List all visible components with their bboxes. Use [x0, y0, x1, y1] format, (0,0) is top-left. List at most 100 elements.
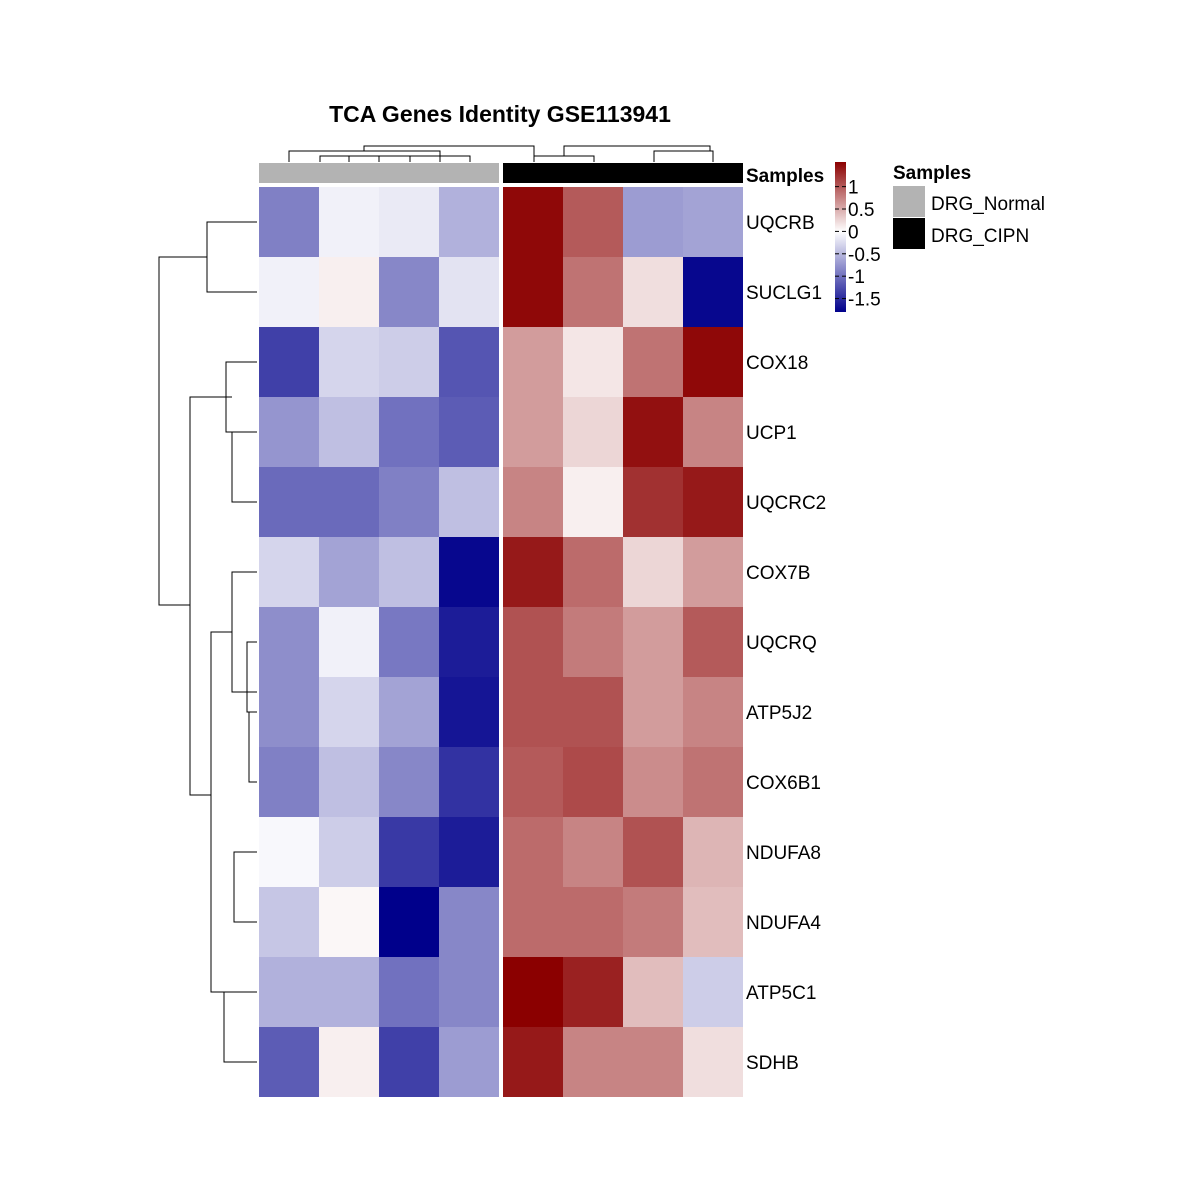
heatmap-cell: [439, 817, 499, 887]
heatmap-cell: [683, 747, 743, 817]
annotation-cell: [623, 163, 683, 183]
heatmap-cell: [259, 957, 319, 1027]
heatmap-cell: [319, 607, 379, 677]
heatmap-cell: [503, 607, 563, 677]
heatmap-cell: [683, 327, 743, 397]
heatmap-cell: [319, 327, 379, 397]
sample-annotation-bar: [259, 163, 743, 183]
heatmap-cell: [439, 327, 499, 397]
annotation-cell: [439, 163, 499, 183]
heatmap-cell: [319, 887, 379, 957]
heatmap-cell: [439, 747, 499, 817]
legend-label-drg-cipn: DRG_CIPN: [931, 226, 1029, 247]
color-scale-bar: [835, 162, 846, 312]
annotation-cell: [563, 163, 623, 183]
heatmap-cell: [379, 187, 439, 257]
heatmap-cell: [319, 537, 379, 607]
heatmap-cell: [439, 677, 499, 747]
color-scale-legend: 10.50-0.5-1-1.5: [835, 162, 881, 312]
heatmap-cell: [319, 957, 379, 1027]
heatmap-cell: [563, 467, 623, 537]
heatmap-cell: [319, 257, 379, 327]
heatmap-cell: [623, 887, 683, 957]
heatmap-cell: [259, 677, 319, 747]
heatmap-cell: [623, 397, 683, 467]
heatmap-cell: [563, 187, 623, 257]
heatmap-cell: [623, 607, 683, 677]
colorbar-tick-label: 1: [848, 178, 859, 199]
annotation-cell: [319, 163, 379, 183]
colorbar-tick-label: -0.5: [848, 245, 881, 266]
heatmap-cell: [623, 327, 683, 397]
heatmap-cell: [439, 957, 499, 1027]
heatmap-cell: [623, 537, 683, 607]
annotation-cell: [379, 163, 439, 183]
heatmap-cell: [259, 467, 319, 537]
heatmap-cell: [259, 1027, 319, 1097]
heatmap-cell: [379, 817, 439, 887]
heatmap-cell: [623, 257, 683, 327]
row-label: UQCRB: [746, 213, 815, 234]
heatmap-cell: [683, 397, 743, 467]
heatmap-cell: [439, 467, 499, 537]
heatmap-cell: [379, 327, 439, 397]
sample-legend: Samples DRG_Normal DRG_CIPN: [893, 163, 1045, 249]
heatmap-cell: [503, 257, 563, 327]
heatmap-cell: [439, 1027, 499, 1097]
colorbar-tick-label: -1.5: [848, 290, 881, 311]
heatmap-cell: [683, 887, 743, 957]
heatmap-cell: [563, 607, 623, 677]
heatmap-cell: [563, 1027, 623, 1097]
heatmap-cell: [379, 537, 439, 607]
heatmap-cell: [259, 537, 319, 607]
colorbar-tick-label: -1: [848, 267, 865, 288]
heatmap-cell: [319, 397, 379, 467]
row-label: NDUFA4: [746, 913, 821, 934]
heatmap-cell: [319, 747, 379, 817]
annotation-cell: [683, 163, 743, 183]
heatmap-cell: [563, 817, 623, 887]
heatmap-cell: [379, 887, 439, 957]
heatmap-cell: [563, 537, 623, 607]
chart-title: TCA Genes Identity GSE113941: [329, 101, 671, 127]
heatmap-cell: [379, 747, 439, 817]
row-dendrogram: [158, 221, 257, 1063]
heatmap-cell: [319, 187, 379, 257]
heatmap-cell: [563, 887, 623, 957]
heatmap-cell: [503, 537, 563, 607]
row-labels: UQCRB SUCLG1 COX18 UCP1 UQCRC2 COX7B UQCRQ ATP5…: [746, 213, 826, 1074]
heatmap-cell: [439, 397, 499, 467]
heatmap-cell: [623, 467, 683, 537]
heatmap-cell: [503, 887, 563, 957]
annotation-cell: [503, 163, 563, 183]
heatmap-cell: [683, 817, 743, 887]
heatmap-cell: [683, 537, 743, 607]
column-dendrogram: [288, 145, 714, 162]
heatmap-cell: [563, 747, 623, 817]
heatmap-cell: [379, 257, 439, 327]
heatmap-cell: [319, 467, 379, 537]
heatmap-cell: [379, 397, 439, 467]
legend-swatch-drg-cipn: [893, 218, 925, 249]
heatmap-cell: [623, 747, 683, 817]
heatmap-cell: [439, 257, 499, 327]
heatmap-cell: [319, 677, 379, 747]
heatmap-cell: [259, 187, 319, 257]
row-label: UCP1: [746, 423, 797, 444]
heatmap-cell: [503, 957, 563, 1027]
row-label: UQCRQ: [746, 633, 817, 654]
heatmap-cell: [563, 327, 623, 397]
heatmap-cell: [683, 467, 743, 537]
heatmap-cell: [319, 817, 379, 887]
heatmap-cell: [379, 677, 439, 747]
heatmap-cells: [259, 187, 743, 1097]
heatmap-cell: [563, 257, 623, 327]
heatmap-cell: [503, 467, 563, 537]
row-label: SDHB: [746, 1053, 799, 1074]
row-label: COX7B: [746, 563, 810, 584]
heatmap-cell: [379, 467, 439, 537]
heatmap-cell: [503, 677, 563, 747]
heatmap-cell: [319, 1027, 379, 1097]
heatmap-cell: [683, 677, 743, 747]
